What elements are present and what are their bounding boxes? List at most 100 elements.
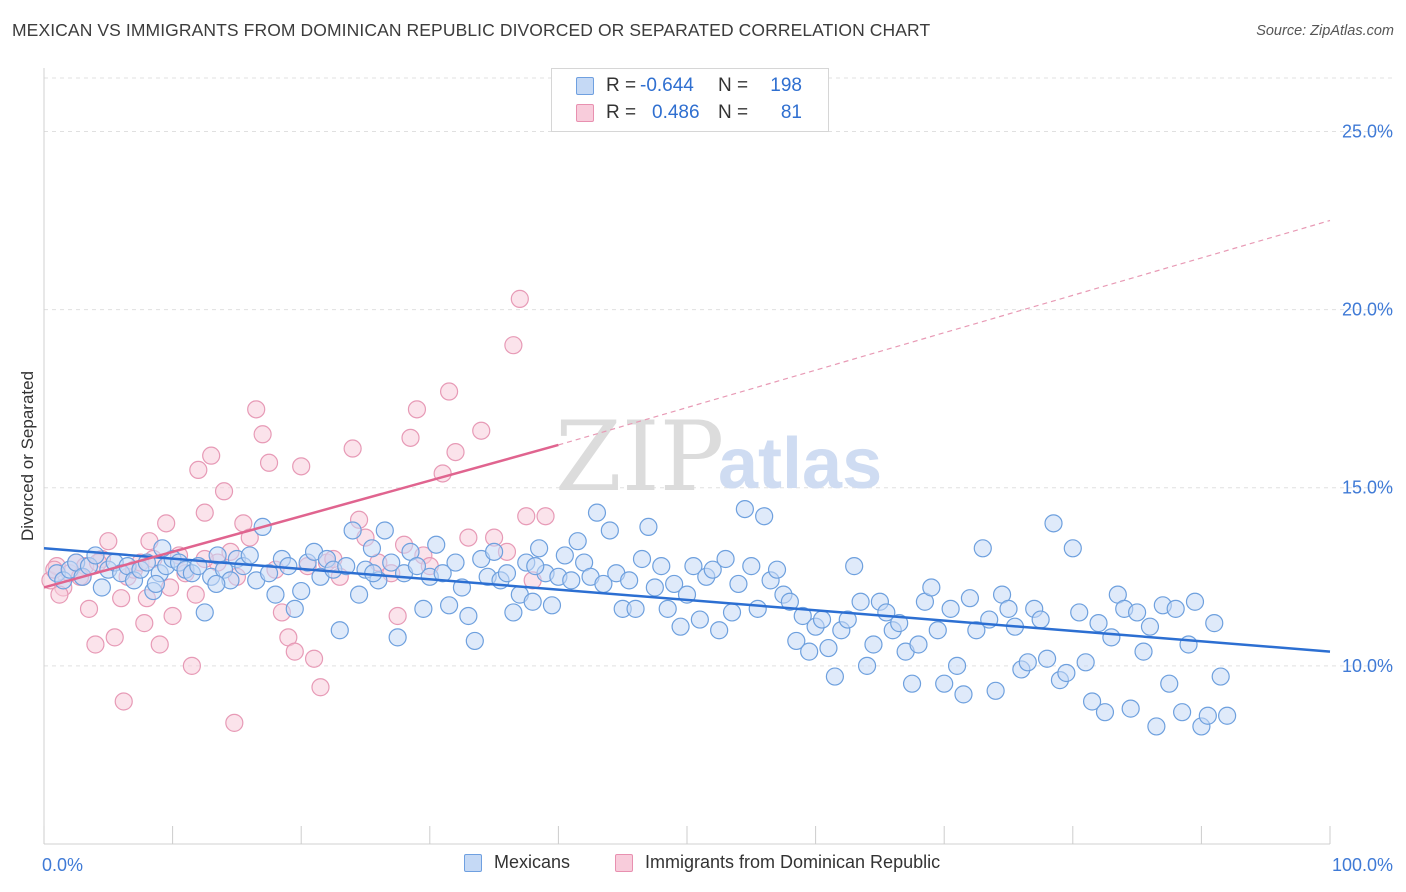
grid-lines [44,77,1392,667]
legend-row-mexicans: R = -0.644 N = 198 [576,73,802,99]
data-point-dominican [112,589,131,608]
data-point-mexican [902,674,922,693]
data-point-dominican [105,628,124,647]
data-point-mexican [1166,599,1185,618]
data-point-mexican [967,621,986,640]
data-point-mexican [922,578,941,597]
data-point-mexican [620,571,639,590]
data-point-mexican [658,599,677,618]
legend-n-label: N = [718,75,749,96]
data-point-mexican [632,549,652,569]
axes [43,68,1331,845]
data-point-mexican [375,521,394,540]
data-point-mexican [414,599,433,618]
bottom-legend-swatch-mexicans [464,853,482,872]
data-point-dominican [343,439,362,458]
data-point-mexican [722,603,742,622]
data-point-mexican [343,521,362,540]
data-point-mexican [330,621,349,640]
data-point-dominican [259,453,279,472]
data-point-mexican [1147,717,1166,736]
data-point-mexican [1205,614,1224,633]
data-point-mexican [285,599,304,618]
data-point-mexican [1140,617,1160,636]
trend-line-dominican [43,443,559,589]
data-point-mexican [780,592,799,611]
data-point-mexican [684,557,703,576]
legend-row-dominican: R = 0.486 N = 81 [576,100,802,126]
data-point-mexican [864,635,883,654]
data-point-mexican [1037,649,1057,668]
data-point-mexican [742,557,761,576]
data-point-dominican [285,642,304,661]
data-point-mexican [240,546,259,565]
y-tick-label: 15.0% [1342,478,1393,498]
bottom-legend-swatch-dominican [615,853,633,872]
data-point-mexican [703,560,722,579]
data-point-mexican [1063,539,1082,558]
data-point-dominican [536,507,555,526]
data-point-mexican [735,499,754,519]
data-point-mexican [857,656,877,675]
trend-line-dominican-extrapolated [558,219,1331,446]
data-point-mexican [787,631,806,651]
data-point-mexican [825,667,844,686]
data-point-dominican [182,656,201,675]
data-point-mexican [555,546,574,565]
data-point-mexican [388,628,407,647]
data-point-dominican [157,514,176,533]
data-point-mexican [755,507,774,526]
data-point-dominican [388,606,407,626]
data-point-mexican [1211,667,1230,686]
data-point-mexican [485,542,504,561]
data-point-dominican [517,507,536,526]
data-point-mexican [1185,592,1205,611]
data-point-mexican [1102,628,1121,647]
data-point-mexican [639,517,658,537]
data-point-mexican [446,553,465,572]
data-point-mexican [793,606,812,626]
data-point-dominican [253,425,272,444]
data-point-mexican [954,685,973,704]
bottom-legend-mexicans: Mexicans [464,852,570,873]
data-point-dominican [292,457,311,476]
data-point-mexican [838,610,857,629]
data-point-dominican [86,635,105,654]
legend-r-label: R = [606,102,637,123]
data-point-dominican [99,532,118,551]
data-point-dominican [472,421,491,440]
data-point-mexican [1057,663,1076,683]
legend-r-label: R = [606,75,637,96]
data-point-mexican [652,557,671,576]
data-point-mexican [671,617,690,636]
data-point-mexican [407,557,427,576]
data-point-dominican [186,585,205,604]
legend-r-value: -0.644 [640,75,694,96]
legend-swatch-mexicans [576,77,594,95]
y-tick-label: 20.0% [1342,300,1393,320]
data-point-dominican [247,400,266,419]
data-point-dominican [446,442,465,462]
data-point-mexican [767,560,787,579]
x-tick-label-min: 0.0% [42,855,83,875]
data-point-mexican [195,603,214,622]
data-point-mexican [947,656,967,675]
data-point-mexican [497,564,517,583]
legend-n-value: 198 [770,75,802,96]
trend-lines [43,219,1331,653]
data-point-mexican [890,614,909,633]
data-point-mexican [1095,703,1115,722]
data-point-mexican [86,546,105,565]
data-point-dominican [504,336,523,355]
data-point-mexican [645,578,664,597]
data-point-mexican [349,585,369,604]
data-point-mexican [748,599,767,618]
data-point-mexican [1031,610,1050,629]
data-point-dominican [214,482,234,501]
data-point-mexican [909,635,928,654]
data-point-dominican [304,649,324,668]
data-point-mexican [626,599,645,618]
data-point-mexican [1070,603,1089,622]
legend-r-value: 0.486 [652,102,700,123]
data-point-mexican [960,589,980,608]
